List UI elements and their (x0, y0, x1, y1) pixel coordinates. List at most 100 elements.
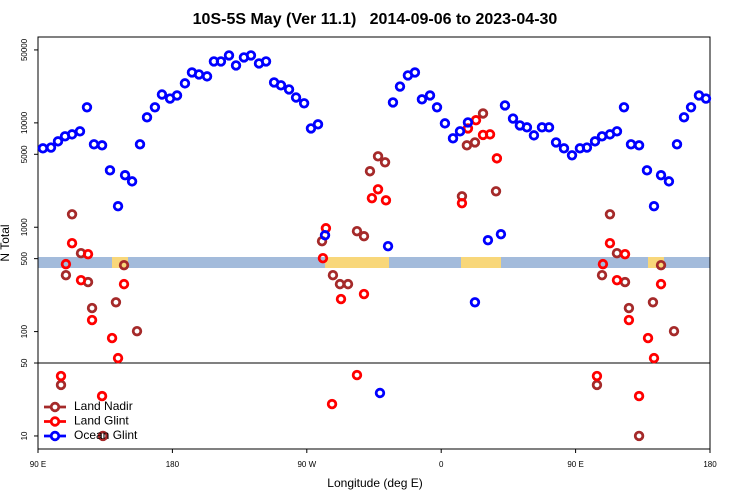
point (387, 97, 399, 108)
point (149, 102, 161, 113)
point (74, 126, 86, 137)
point (484, 129, 496, 140)
point (327, 270, 339, 281)
point (230, 60, 242, 71)
point (66, 209, 78, 220)
point (86, 314, 98, 326)
point (312, 119, 324, 130)
chart-title: 10S-5S May (Ver 11.1) 2014-09-06 to 2023… (193, 11, 558, 28)
point (507, 113, 519, 124)
legend-marker (49, 430, 61, 442)
point (469, 137, 481, 148)
point (97, 430, 109, 442)
point (335, 293, 347, 305)
point (623, 302, 635, 314)
point (372, 151, 384, 162)
point (317, 253, 329, 264)
point (431, 102, 443, 113)
point (245, 50, 257, 61)
point (66, 238, 78, 249)
point (409, 67, 421, 78)
point (394, 81, 406, 92)
point (126, 176, 138, 187)
y-tick-label: 10 (20, 431, 29, 440)
point (119, 170, 131, 181)
point (647, 297, 659, 308)
point (118, 259, 130, 271)
point (655, 278, 667, 290)
y-tick-label: 10000 (20, 111, 29, 134)
point (558, 143, 570, 154)
point (642, 332, 654, 344)
point (342, 278, 354, 290)
point (447, 133, 459, 144)
y-axis-label: N Total (0, 224, 12, 261)
point (112, 352, 124, 364)
point (633, 140, 645, 151)
point (112, 201, 124, 212)
point (260, 56, 272, 67)
point (66, 129, 78, 140)
point (591, 379, 603, 391)
point (298, 98, 310, 109)
point (110, 297, 122, 308)
legend-marker (49, 416, 61, 427)
point (671, 139, 683, 150)
point (521, 122, 533, 133)
point (416, 94, 428, 105)
point (372, 184, 384, 195)
point (499, 100, 511, 111)
point (581, 142, 593, 153)
point (326, 398, 338, 410)
point (482, 235, 494, 246)
point (470, 115, 482, 126)
point (668, 325, 680, 337)
point (597, 258, 609, 270)
point (641, 165, 653, 176)
point (351, 226, 363, 237)
point (625, 139, 637, 150)
point (82, 248, 94, 260)
point (141, 112, 153, 123)
point (193, 69, 205, 80)
point (623, 314, 635, 326)
point (104, 165, 116, 176)
point (456, 197, 468, 209)
point (179, 78, 191, 89)
point (290, 92, 302, 103)
land-patch (648, 257, 664, 268)
point (469, 297, 481, 308)
point (380, 195, 392, 206)
point (45, 142, 57, 153)
point (604, 238, 616, 249)
point (134, 139, 146, 150)
point (319, 230, 331, 241)
point (648, 352, 660, 364)
point (60, 258, 72, 270)
point (55, 370, 67, 382)
point (678, 112, 690, 123)
y-tick-label: 50000 (20, 38, 29, 61)
y-tick-label: 500 (20, 251, 29, 265)
y-tick-label: 50 (20, 358, 29, 367)
point (490, 186, 502, 197)
point (462, 117, 474, 128)
point (528, 130, 540, 141)
y-tick-label: 100 (20, 324, 29, 338)
point (700, 93, 712, 104)
point (358, 231, 370, 242)
point (275, 80, 287, 91)
surface-band (38, 257, 710, 268)
point (550, 137, 562, 148)
point (351, 369, 363, 381)
point (424, 90, 436, 101)
x-tick-label: 90 E (30, 460, 46, 469)
point (596, 131, 608, 142)
legend-label: Ocean Glint (74, 428, 138, 442)
x-tick-label: 180 (703, 460, 717, 469)
point (374, 387, 386, 399)
land-patch (325, 257, 389, 268)
point (88, 139, 100, 150)
point (633, 390, 645, 402)
point (75, 274, 87, 286)
